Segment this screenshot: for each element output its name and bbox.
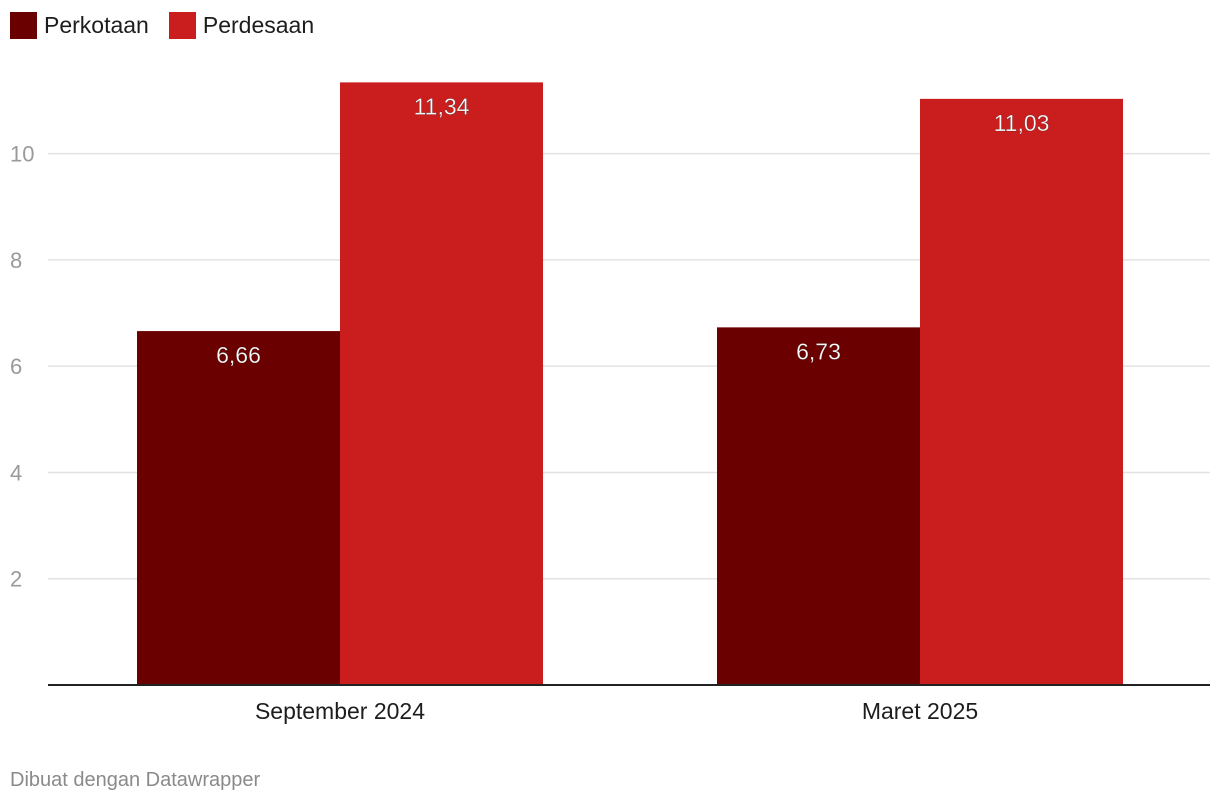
data-label: 11,34 bbox=[414, 93, 470, 119]
y-tick-label: 2 bbox=[10, 567, 22, 592]
data-label: 11,03 bbox=[994, 110, 1050, 136]
legend-label-perkotaan: Perkotaan bbox=[44, 12, 149, 38]
y-tick-label: 4 bbox=[10, 460, 22, 485]
legend-swatch-perdesaan bbox=[168, 12, 196, 39]
bar-perkotaan bbox=[137, 331, 340, 685]
data-label: 6,66 bbox=[216, 342, 261, 368]
bar-perkotaan bbox=[717, 327, 920, 685]
legend-swatch-perkotaan bbox=[10, 12, 37, 39]
y-tick-label: 6 bbox=[10, 354, 22, 379]
y-tick-label: 8 bbox=[10, 248, 22, 273]
bar-perdesaan bbox=[340, 82, 543, 685]
x-tick-label: Maret 2025 bbox=[862, 698, 978, 724]
legend-item-perkotaan: Perkotaan bbox=[10, 12, 149, 39]
legend-item-perdesaan: Perdesaan bbox=[168, 12, 315, 39]
x-tick-label: September 2024 bbox=[255, 698, 425, 724]
data-label: 6,73 bbox=[796, 338, 841, 364]
y-tick-label: 10 bbox=[10, 142, 34, 167]
chart-legend: Perkotaan Perdesaan bbox=[10, 12, 334, 39]
bar-perdesaan bbox=[920, 98, 1123, 685]
footer-credit: Dibuat dengan Datawrapper bbox=[10, 769, 261, 791]
legend-label-perdesaan: Perdesaan bbox=[202, 12, 315, 38]
